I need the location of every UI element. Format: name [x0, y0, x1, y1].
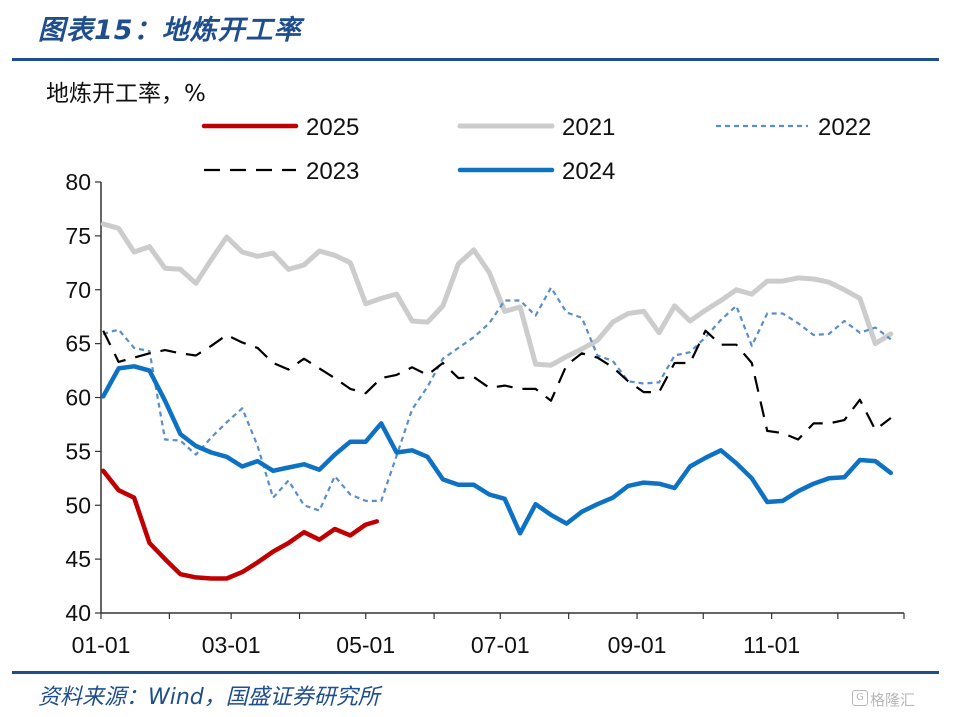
axes: 40 45 50 55 60 65 70 75 80 01-01 03-01 05-01 07-01 09…	[65, 169, 905, 658]
y-tick-label: 65	[65, 331, 91, 357]
x-tick-label: 05-01	[336, 632, 395, 658]
figure-title: 图表15：地炼开工率	[38, 15, 302, 46]
legend-label-2021: 2021	[562, 114, 615, 141]
x-tick-label: 09-01	[608, 632, 667, 658]
x-tick-label: 01-01	[72, 632, 131, 658]
y-tick-label: 70	[65, 277, 91, 303]
x-tick-label: 11-01	[743, 632, 800, 658]
legend-label-2023: 2023	[306, 158, 359, 185]
series-line-2022	[102, 286, 892, 512]
legend-label-2022: 2022	[818, 114, 871, 141]
y-tick-label: 45	[65, 546, 91, 572]
y-tick-label: 60	[65, 385, 91, 411]
series-line-2024	[100, 364, 894, 536]
series-line-2021	[100, 221, 894, 368]
series-lines	[100, 221, 894, 581]
top-rule	[12, 58, 939, 61]
x-tick-label: 03-01	[202, 632, 261, 658]
watermark-logo-icon: G	[852, 690, 868, 706]
legend-label-2025: 2025	[306, 114, 359, 141]
legend-label-2024: 2024	[562, 158, 615, 185]
y-tick-label: 55	[65, 438, 91, 464]
bottom-rule	[12, 671, 939, 674]
y-tick-label: 40	[65, 600, 91, 626]
y-tick-label: 75	[65, 223, 91, 249]
x-tick-label: 07-01	[471, 632, 530, 658]
legend: 2025 2021 2022 2023 2024	[201, 114, 871, 185]
y-axis-unit-label: 地炼开工率，%	[46, 81, 206, 107]
series-line-2023	[102, 329, 892, 441]
watermark-text: 格隆汇	[870, 691, 916, 709]
series-line-2025	[100, 468, 380, 581]
y-tick-label: 80	[65, 169, 91, 195]
source-note: 资料来源：Wind，国盛证券研究所	[38, 685, 380, 710]
y-tick-label: 50	[65, 492, 91, 518]
